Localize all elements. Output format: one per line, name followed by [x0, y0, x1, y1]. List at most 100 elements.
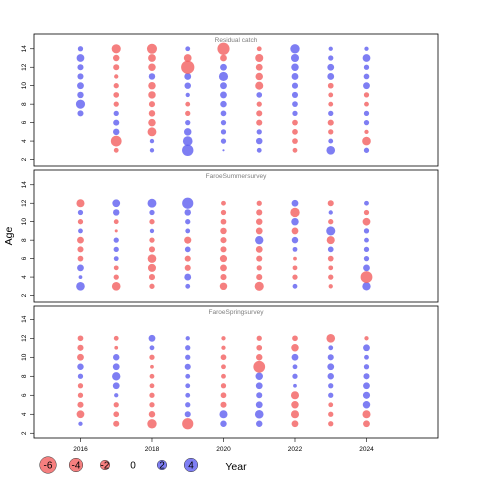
residual-bubble	[185, 92, 190, 98]
residual-bubble	[77, 373, 84, 379]
residual-bubble	[327, 246, 334, 253]
residual-bubble	[290, 207, 300, 218]
residual-bubble	[185, 283, 191, 289]
residual-bubble	[77, 46, 84, 52]
residual-bubble	[328, 383, 334, 389]
residual-bubble	[182, 197, 194, 209]
residual-bubble	[110, 135, 122, 147]
residual-bubble	[292, 373, 298, 379]
residual-bubble	[113, 411, 120, 418]
residual-bubble	[148, 91, 156, 99]
residual-bubble	[328, 345, 334, 351]
residual-bubble	[328, 210, 333, 215]
residual-bubble	[78, 421, 83, 426]
residual-bubble	[220, 274, 227, 281]
residual-bubble	[363, 147, 370, 153]
residual-bubble	[113, 219, 119, 225]
residual-bubble	[149, 392, 155, 398]
residual-bubble	[256, 119, 263, 126]
y-tick-label: 6	[21, 120, 28, 124]
residual-bubble	[114, 393, 119, 398]
y-tick-label: 10	[21, 353, 28, 361]
x-tick-label: 2022	[288, 446, 303, 453]
y-tick-label: 10	[21, 218, 28, 226]
residual-bubble	[326, 236, 335, 245]
legend-label: 0	[130, 461, 136, 472]
residual-bubble	[255, 227, 263, 235]
residual-bubble	[113, 246, 119, 253]
residual-bubble	[292, 110, 298, 117]
residual-bubble	[78, 228, 83, 234]
residual-bubble	[149, 373, 155, 379]
residual-bubble	[327, 363, 335, 371]
residual-bubble	[113, 101, 119, 107]
residual-bubble	[221, 336, 226, 341]
residual-bubble	[328, 421, 334, 427]
residual-bubble	[76, 54, 85, 62]
residual-bubble	[185, 373, 191, 379]
residual-bubble	[184, 236, 192, 244]
residual-bubble	[364, 336, 369, 341]
residual-bubble	[255, 245, 263, 253]
legend-label: -2	[101, 461, 110, 472]
residual-bubble	[147, 198, 157, 208]
residual-bubble	[256, 274, 263, 281]
residual-bubble	[291, 401, 299, 409]
residual-bubble	[255, 63, 263, 71]
residual-bubble	[362, 391, 371, 399]
residual-bubble	[221, 345, 226, 350]
y-tick-label: 12	[21, 334, 28, 342]
residual-bubble	[147, 419, 157, 429]
residual-bubble	[327, 200, 334, 207]
shared-x-axis: 2016 2018 2020 2022 2024	[73, 438, 374, 453]
residual-bubble	[328, 219, 334, 225]
residual-bubble	[327, 255, 334, 262]
x-axis-title: Year	[225, 461, 247, 473]
residual-bubble	[327, 119, 334, 126]
residual-bubble	[148, 101, 156, 108]
residual-bubble	[291, 353, 299, 361]
residual-bubble	[292, 138, 298, 144]
residual-bubble	[220, 354, 227, 361]
legend-bubble	[99, 459, 111, 471]
residual-bubble	[291, 199, 299, 207]
residual-bubble	[255, 382, 263, 390]
residual-bubble	[77, 73, 84, 80]
residual-bubble	[113, 64, 120, 71]
residual-bubble	[77, 344, 84, 351]
residual-bubble	[112, 372, 121, 381]
residual-bubble	[220, 218, 227, 225]
residual-bubble	[220, 264, 227, 272]
residual-bubble	[149, 283, 155, 289]
residual-bubble	[255, 372, 263, 380]
residual-bubble	[363, 420, 370, 428]
x-tick-label: 2016	[73, 446, 88, 453]
residual-bubble	[77, 264, 84, 272]
residual-bubble	[364, 354, 369, 360]
residual-bubble	[113, 110, 119, 117]
y-axis-title: Age	[3, 227, 15, 246]
residual-bubble	[185, 110, 191, 117]
residual-bubble	[149, 237, 155, 243]
residual-bubble	[327, 82, 334, 89]
residual-bubble	[256, 110, 263, 117]
residual-bubble	[220, 383, 227, 389]
residual-bubble	[291, 420, 299, 428]
residual-bubble	[362, 54, 371, 62]
legend-label: 2	[159, 461, 165, 472]
residual-bubble	[184, 264, 191, 271]
residual-bubble	[291, 82, 299, 89]
residual-bubble	[149, 345, 155, 351]
residual-bubble	[256, 92, 263, 98]
residual-bubble	[292, 265, 298, 271]
residual-bubble	[363, 264, 370, 272]
residual-bubble	[328, 138, 334, 144]
residual-bubble	[256, 129, 262, 135]
residual-bubble	[147, 254, 157, 263]
residual-bubble	[363, 373, 370, 380]
residual-bubble	[77, 110, 84, 117]
residual-bubble	[293, 383, 297, 388]
residual-bubble	[148, 274, 156, 281]
residual-bubble	[219, 410, 228, 419]
residual-bubble	[364, 237, 369, 243]
